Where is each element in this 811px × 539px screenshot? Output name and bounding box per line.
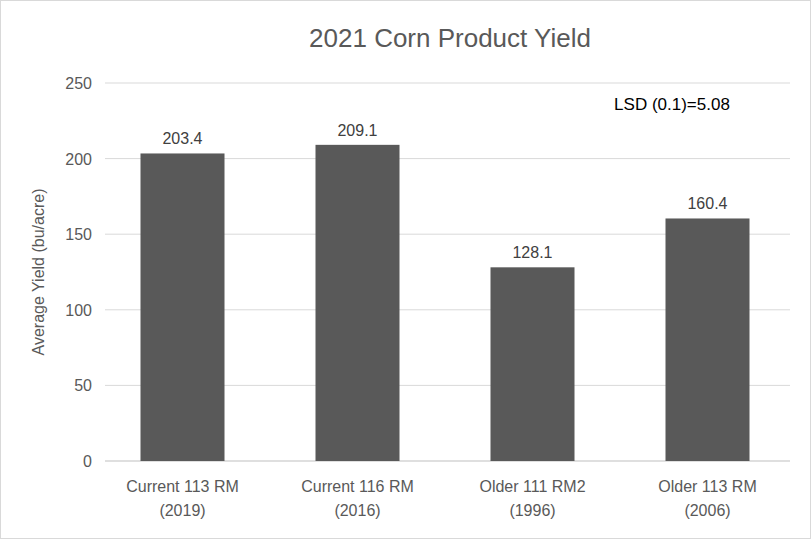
y-tick-label: 150 <box>65 226 92 243</box>
annotation: LSD (0.1)=5.08 <box>614 95 730 114</box>
chart: 2021 Corn Product Yield Average Yield (bu… <box>0 0 811 539</box>
data-label: 160.4 <box>687 195 727 212</box>
x-tick-line: Older 113 RM <box>658 478 756 495</box>
title: 2021 Corn Product Yield <box>309 23 591 53</box>
bar <box>141 153 225 461</box>
x-tick-label: Older 113 RM (2006) <box>658 478 756 519</box>
bar <box>491 267 575 461</box>
chart-border <box>1 1 811 539</box>
bar <box>666 218 750 461</box>
y-tick-label: 0 <box>83 453 92 470</box>
y-axis-label: Average Yield (bu/acre) <box>30 189 47 356</box>
y-tick-label: 100 <box>65 302 92 319</box>
x-tick-line: (2019) <box>159 502 205 519</box>
x-tick-label: Current 116 RM (2016) <box>301 478 414 519</box>
data-label: 209.1 <box>337 122 377 139</box>
x-tick-line: (2016) <box>334 502 380 519</box>
y-tick-label: 50 <box>74 377 92 394</box>
x-tick-line: Current 116 RM <box>301 478 414 495</box>
x-tick-line: Current 113 RM <box>126 478 239 495</box>
bars <box>141 145 750 461</box>
y-tick-label: 200 <box>65 151 92 168</box>
x-tick-label: Current 113 RM (2019) <box>126 478 239 519</box>
bar <box>316 145 400 461</box>
x-tick-label: Older 111 RM2 (1996) <box>479 478 585 519</box>
grid-line <box>105 83 790 84</box>
x-tick-line: (2006) <box>684 502 730 519</box>
x-tick-line: (1996) <box>509 502 555 519</box>
data-label: 128.1 <box>512 244 552 261</box>
x-tick-line: Older 111 RM2 <box>479 478 585 495</box>
y-tick-label: 250 <box>65 75 92 92</box>
data-label: 203.4 <box>162 130 202 147</box>
